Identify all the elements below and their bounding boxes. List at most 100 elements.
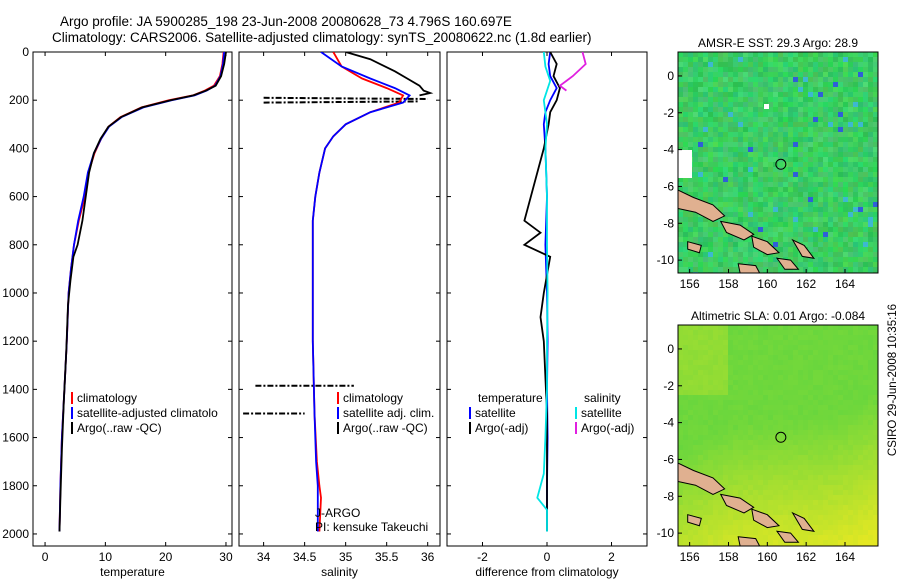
map-cell xyxy=(803,202,808,207)
map-cell xyxy=(768,217,773,222)
map-cell xyxy=(778,62,783,67)
map-cell xyxy=(778,535,783,540)
map-cell xyxy=(678,132,683,137)
map-cell xyxy=(808,470,813,475)
qc-flagged-segment xyxy=(263,96,428,100)
map-cell xyxy=(778,365,783,370)
map-cell xyxy=(758,62,763,67)
map-cell xyxy=(858,167,863,172)
map-cell xyxy=(813,57,818,62)
map-cell xyxy=(778,202,783,207)
map-cell xyxy=(693,420,698,425)
map-cell xyxy=(758,465,763,470)
map-cell xyxy=(863,420,868,425)
map-cell xyxy=(848,212,853,217)
map-cell xyxy=(848,470,853,475)
map-cell xyxy=(688,435,693,440)
map-cell xyxy=(823,510,828,515)
map-cell xyxy=(858,202,863,207)
map-cell xyxy=(818,177,823,182)
map-cell xyxy=(873,390,878,395)
map-cell xyxy=(868,325,873,330)
map-cell xyxy=(688,365,693,370)
map-cell xyxy=(818,112,823,117)
map-cell xyxy=(803,510,808,515)
map-cell xyxy=(723,485,728,490)
map-cell xyxy=(778,112,783,117)
map-cell xyxy=(818,540,823,545)
map-cell xyxy=(698,370,703,375)
map-cell xyxy=(688,440,693,445)
map-cell xyxy=(848,395,853,400)
map-cell xyxy=(743,102,748,107)
map-cell xyxy=(818,335,823,340)
map-cell xyxy=(823,375,828,380)
map-cell xyxy=(853,62,858,67)
map-cell xyxy=(828,122,833,127)
map-cell xyxy=(773,252,778,257)
map-cell xyxy=(788,72,793,77)
map-cell xyxy=(873,510,878,515)
map-cell xyxy=(868,450,873,455)
map-cell xyxy=(803,415,808,420)
map-cell xyxy=(803,505,808,510)
map-cell xyxy=(808,107,813,112)
map-cell xyxy=(738,147,743,152)
map-cell xyxy=(733,157,738,162)
map-cell xyxy=(723,430,728,435)
map-cell xyxy=(818,375,823,380)
map-cell xyxy=(843,325,848,330)
map-cell xyxy=(778,117,783,122)
map-cell xyxy=(678,530,683,535)
map-cell xyxy=(838,62,843,67)
map-cell xyxy=(848,257,853,262)
map-cell xyxy=(743,445,748,450)
map-cell xyxy=(743,222,748,227)
map-cell xyxy=(693,217,698,222)
map-cell xyxy=(728,257,733,262)
map-cell xyxy=(768,490,773,495)
map-cell xyxy=(793,340,798,345)
map-cell xyxy=(718,525,723,530)
map-cell xyxy=(768,485,773,490)
map-cell xyxy=(873,410,878,415)
map-cell xyxy=(803,187,808,192)
map-cell xyxy=(753,385,758,390)
map-cell xyxy=(873,405,878,410)
map-cell xyxy=(703,112,708,117)
map-cell xyxy=(833,182,838,187)
map-cell xyxy=(873,222,878,227)
map-cell xyxy=(848,515,853,520)
x-tick-label: 36 xyxy=(421,550,435,564)
map-cell xyxy=(798,122,803,127)
map-cell xyxy=(843,247,848,252)
map-cell xyxy=(803,57,808,62)
map-cell xyxy=(848,167,853,172)
map-cell xyxy=(818,87,823,92)
map-cell xyxy=(698,197,703,202)
map-cell xyxy=(823,247,828,252)
map-cell xyxy=(688,510,693,515)
land-polygon xyxy=(751,508,781,529)
map-cell xyxy=(713,475,718,480)
map-cell xyxy=(803,217,808,222)
map-cell xyxy=(678,400,683,405)
map-cell xyxy=(743,400,748,405)
map-cell xyxy=(793,455,798,460)
map-cell xyxy=(748,370,753,375)
map-cell xyxy=(733,202,738,207)
map-cell xyxy=(813,107,818,112)
map-cell xyxy=(828,167,833,172)
map-cell xyxy=(853,335,858,340)
map-cell xyxy=(828,147,833,152)
map-cell xyxy=(828,355,833,360)
map-cell xyxy=(813,540,818,545)
map-cell xyxy=(723,420,728,425)
map-cell xyxy=(813,485,818,490)
map-cell xyxy=(823,67,828,72)
map-cell xyxy=(728,535,733,540)
map-cell xyxy=(873,340,878,345)
map-cell xyxy=(768,257,773,262)
map-cell xyxy=(773,62,778,67)
map-cell xyxy=(793,460,798,465)
